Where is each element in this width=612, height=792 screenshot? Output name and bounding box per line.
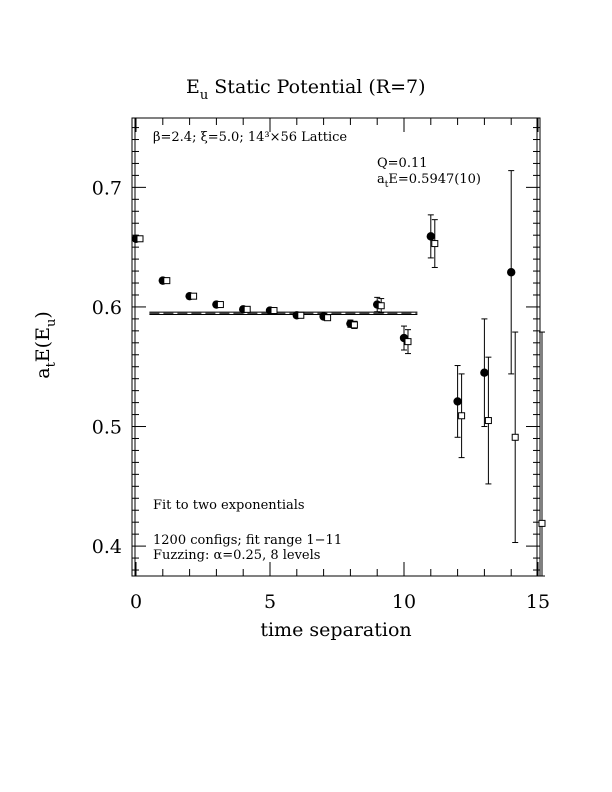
data-point-square bbox=[431, 240, 439, 248]
data-marks bbox=[131, 170, 546, 577]
energy-annotation: atE=0.5947(10) bbox=[377, 172, 481, 190]
data-point-square bbox=[350, 321, 358, 329]
y-tick-label: 0.7 bbox=[92, 177, 122, 199]
data-point-square bbox=[538, 519, 546, 527]
y-tick-label: 0.5 bbox=[92, 417, 122, 439]
data-point-square bbox=[458, 412, 466, 420]
lattice-annotation: β=2.4; ξ=5.0; 14³×56 Lattice bbox=[153, 130, 347, 145]
tick-labels: 0 5 10 15 0.4 0.5 0.6 0.7 bbox=[92, 177, 550, 613]
data-point-square bbox=[404, 338, 412, 346]
data-point-circle bbox=[453, 397, 462, 406]
data-point-square bbox=[136, 235, 144, 243]
x-tick-label: 15 bbox=[526, 591, 550, 613]
data-point-circle bbox=[480, 368, 489, 377]
fuzzing-annotation: Fuzzing: α=0.25, 8 levels bbox=[153, 548, 320, 563]
x-axis-label: time separation bbox=[260, 619, 411, 641]
data-point-circle bbox=[507, 268, 516, 277]
configs-annotation: 1200 configs; fit range 1−11 bbox=[153, 533, 342, 548]
q-annotation: Q=0.11 bbox=[377, 156, 428, 171]
data-point-circle bbox=[426, 232, 435, 241]
y-tick-label: 0.4 bbox=[92, 536, 122, 558]
x-tick-label: 5 bbox=[264, 591, 276, 613]
data-point-square bbox=[163, 277, 171, 285]
data-point-square bbox=[216, 301, 224, 309]
data-point-square bbox=[297, 311, 305, 319]
chart-title: Eu Static Potential (R=7) bbox=[186, 76, 426, 103]
data-point-square bbox=[511, 433, 519, 441]
data-point-square bbox=[190, 292, 198, 300]
axis-ticks bbox=[132, 118, 540, 576]
data-point-square bbox=[377, 302, 385, 310]
data-point-square bbox=[270, 307, 278, 315]
x-tick-label: 10 bbox=[392, 591, 416, 613]
fit-annotation: Fit to two exponentials bbox=[153, 498, 305, 513]
plot-frame bbox=[131, 117, 541, 577]
data-point-square bbox=[484, 417, 492, 425]
x-tick-label: 0 bbox=[130, 591, 142, 613]
data-point-square bbox=[243, 305, 251, 313]
y-axis-label: atE(Eu) bbox=[32, 311, 59, 379]
data-point-square bbox=[324, 314, 332, 322]
y-tick-label: 0.6 bbox=[92, 297, 122, 319]
fit-band bbox=[149, 311, 418, 315]
